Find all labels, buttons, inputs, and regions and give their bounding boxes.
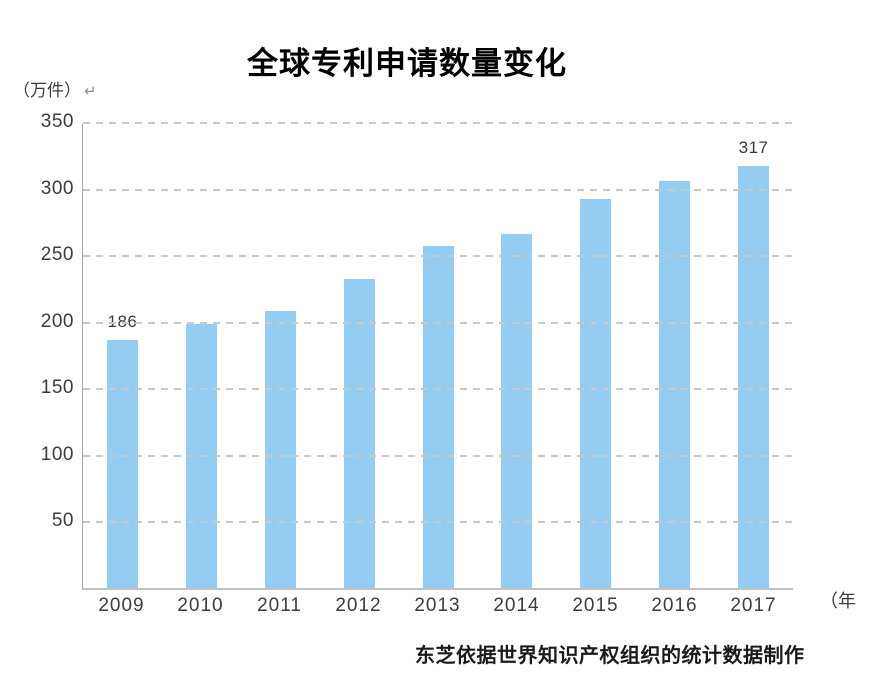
bar-slot-2012 (320, 124, 399, 588)
x-tick-label-2014: 2014 (493, 595, 540, 616)
bar-slot-2016 (635, 124, 714, 588)
gridline-250 (83, 255, 793, 257)
x-tick-label-2011: 2011 (257, 595, 302, 616)
bar-slot-2017: 317 (714, 124, 793, 588)
bar-2013 (422, 246, 454, 588)
bar-2011 (264, 311, 296, 588)
bar-slot-2011 (241, 124, 320, 588)
bar-slot-2010 (162, 124, 241, 588)
x-axis-labels: 2009 2010 2011 2012 2013 2014 2015 2016 2017 (82, 595, 793, 617)
data-label-2009: 186 (108, 312, 138, 332)
y-tick-label-350: 350 (40, 111, 74, 132)
bars-layer: 186 317 (83, 124, 793, 588)
x-tick-label-2017: 2017 (730, 595, 777, 616)
x-tick-label-2009: 2009 (98, 595, 145, 616)
x-tick-label-2012: 2012 (335, 595, 382, 616)
x-axis-unit-label: （年 (820, 591, 856, 611)
x-tick-label-2013: 2013 (414, 595, 461, 616)
bar-2015 (580, 199, 612, 588)
y-tick-label-250: 250 (40, 244, 74, 265)
bar-slot-2013 (399, 124, 478, 588)
plot-area: 186 317 50 100 150 200 250 300 350 (41, 112, 793, 590)
y-tick-label-50: 50 (51, 510, 74, 531)
bar-2014 (501, 234, 533, 588)
x-tick-label-2010: 2010 (177, 595, 224, 616)
gridline-350 (83, 122, 793, 124)
x-tick-label-2016: 2016 (651, 595, 698, 616)
bar-slot-2009: 186 (83, 124, 162, 588)
bar-2017 (738, 166, 770, 588)
return-mark-icon: ↵ (84, 83, 97, 100)
source-caption: 东芝依据世界知识产权组织的统计数据制作 (415, 645, 805, 667)
gridline-300 (83, 189, 793, 191)
y-axis-unit-label: （万件） ↵ (13, 76, 97, 101)
bar-2016 (659, 181, 691, 588)
y-tick-label-300: 300 (40, 178, 74, 199)
gridline-100 (83, 455, 793, 457)
gridline-200 (83, 322, 793, 324)
data-label-2017: 317 (738, 138, 769, 157)
gridline-150 (83, 388, 793, 390)
gridline-50 (83, 521, 793, 523)
x-tick-label-2015: 2015 (572, 595, 619, 616)
bar-slot-2015 (556, 124, 635, 588)
bar-slot-2014 (477, 124, 556, 588)
y-tick-label-150: 150 (40, 377, 74, 398)
y-axis-unit-text: （万件） (13, 81, 81, 100)
bar-2012 (343, 279, 375, 588)
chart-title: 全球专利申请数量变化 (247, 46, 567, 81)
y-tick-label-100: 100 (40, 444, 74, 465)
bar-2009 (106, 340, 138, 588)
y-tick-label-200: 200 (40, 311, 74, 332)
